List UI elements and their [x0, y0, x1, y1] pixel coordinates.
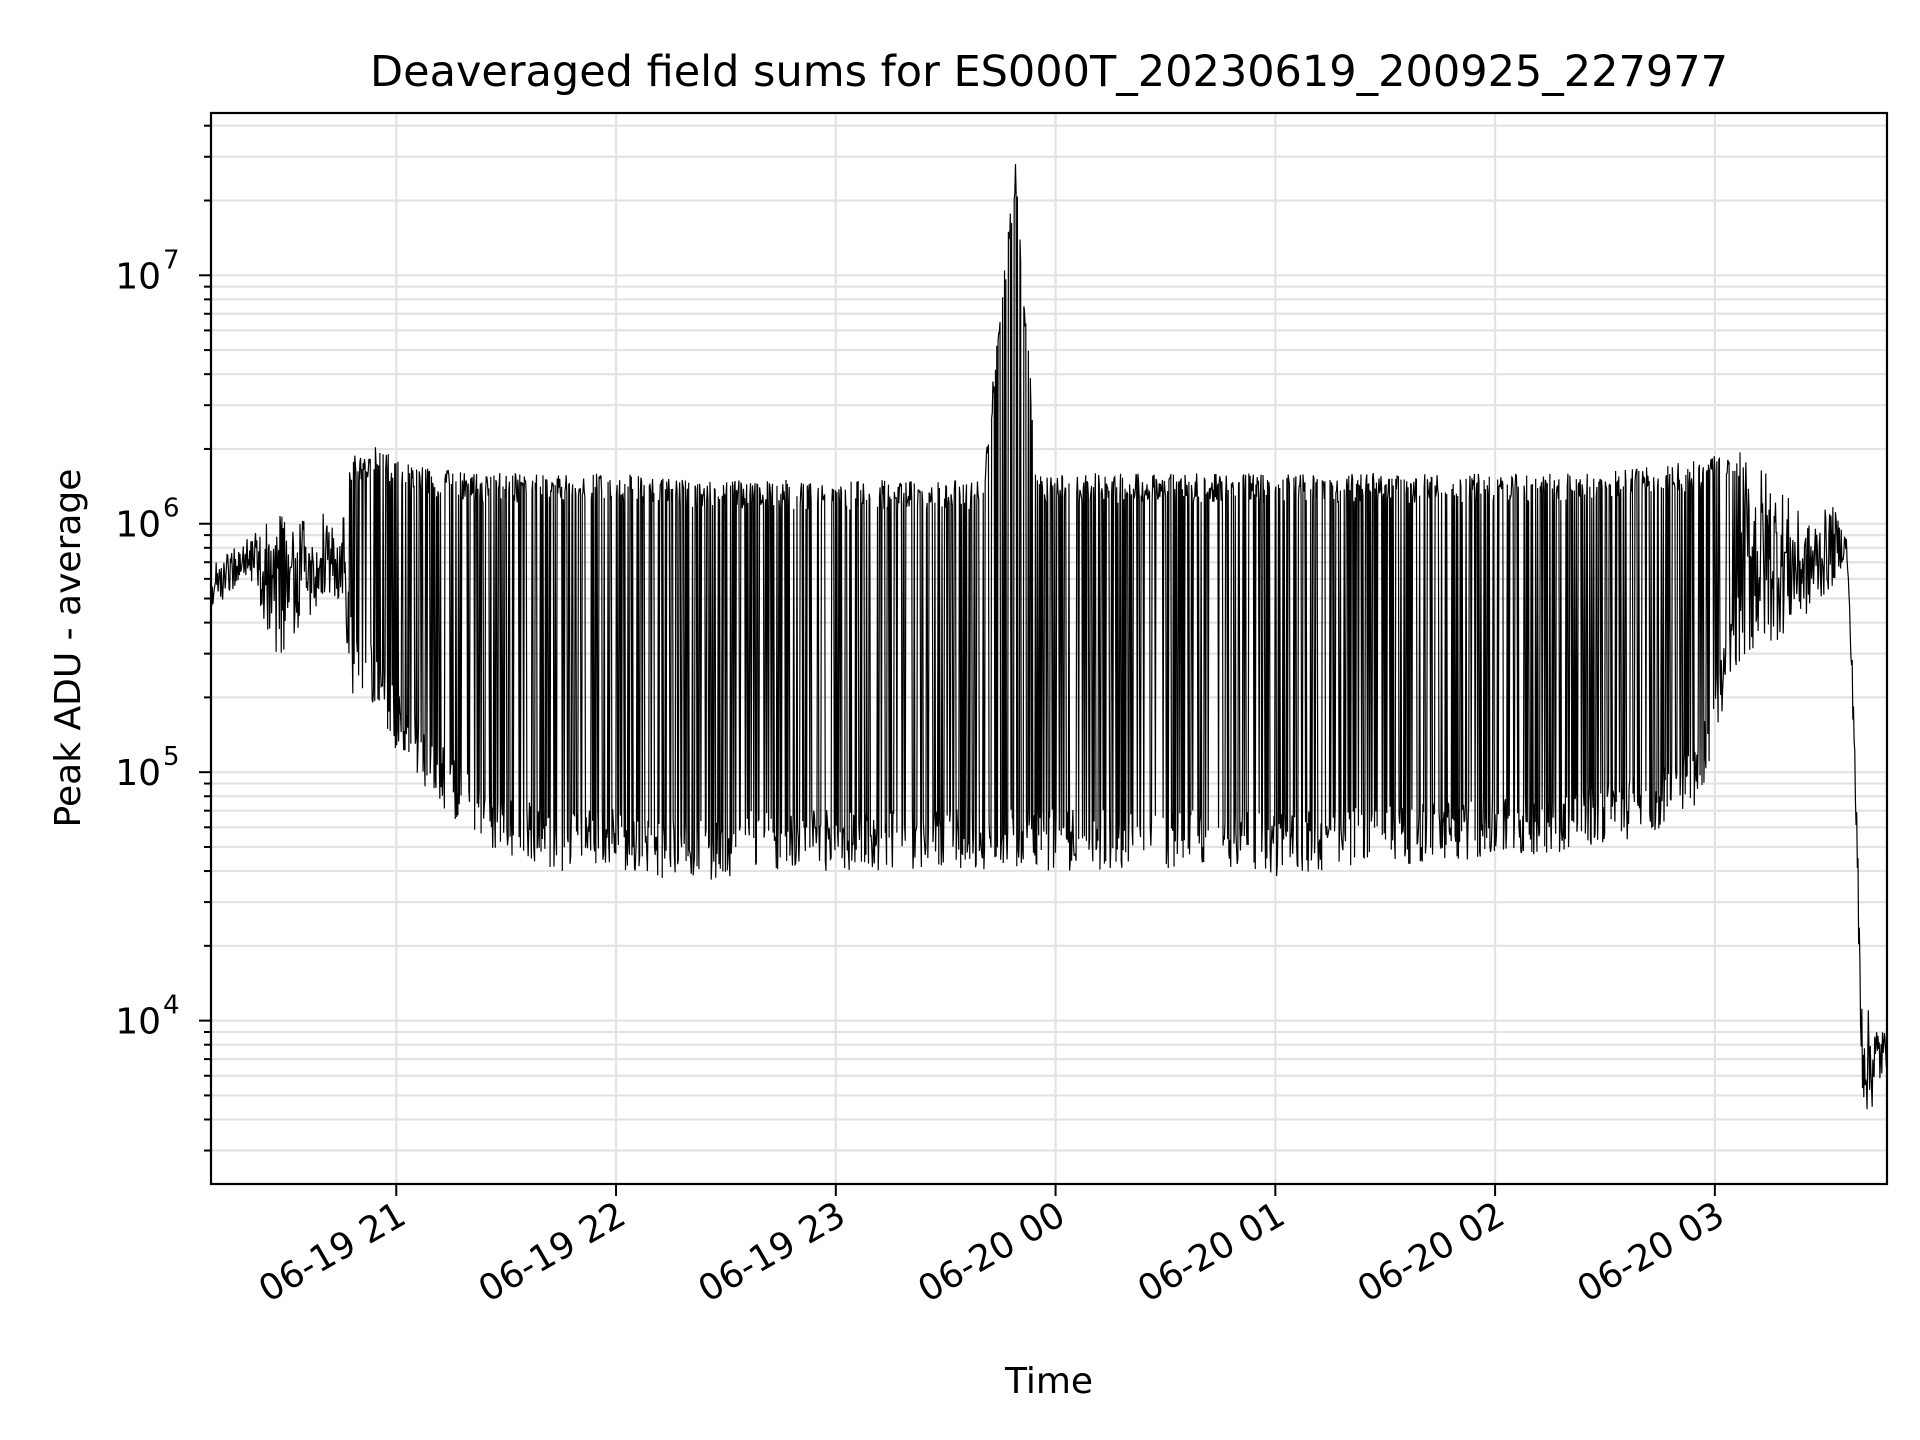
x-axis-label: Time [1004, 1361, 1093, 1402]
y-axis-label: Peak ADU - average [48, 469, 89, 828]
y-tick-exponent: 6 [163, 494, 180, 524]
series-layer [211, 164, 1887, 1110]
y-tick-exponent: 4 [163, 991, 180, 1021]
y-tick-exponent: 5 [163, 742, 180, 772]
series-line [211, 164, 1887, 1110]
y-tick-label: 10 [115, 753, 161, 794]
y-tick-label: 10 [115, 256, 161, 297]
y-tick-exponent: 7 [163, 245, 180, 275]
chart-title: Deaveraged field sums for ES000T_2023061… [370, 47, 1728, 97]
y-tick-label: 10 [115, 1002, 161, 1043]
plot-frame [209, 111, 1889, 1186]
ticks [199, 124, 1716, 1196]
y-tick-label: 10 [115, 505, 161, 546]
